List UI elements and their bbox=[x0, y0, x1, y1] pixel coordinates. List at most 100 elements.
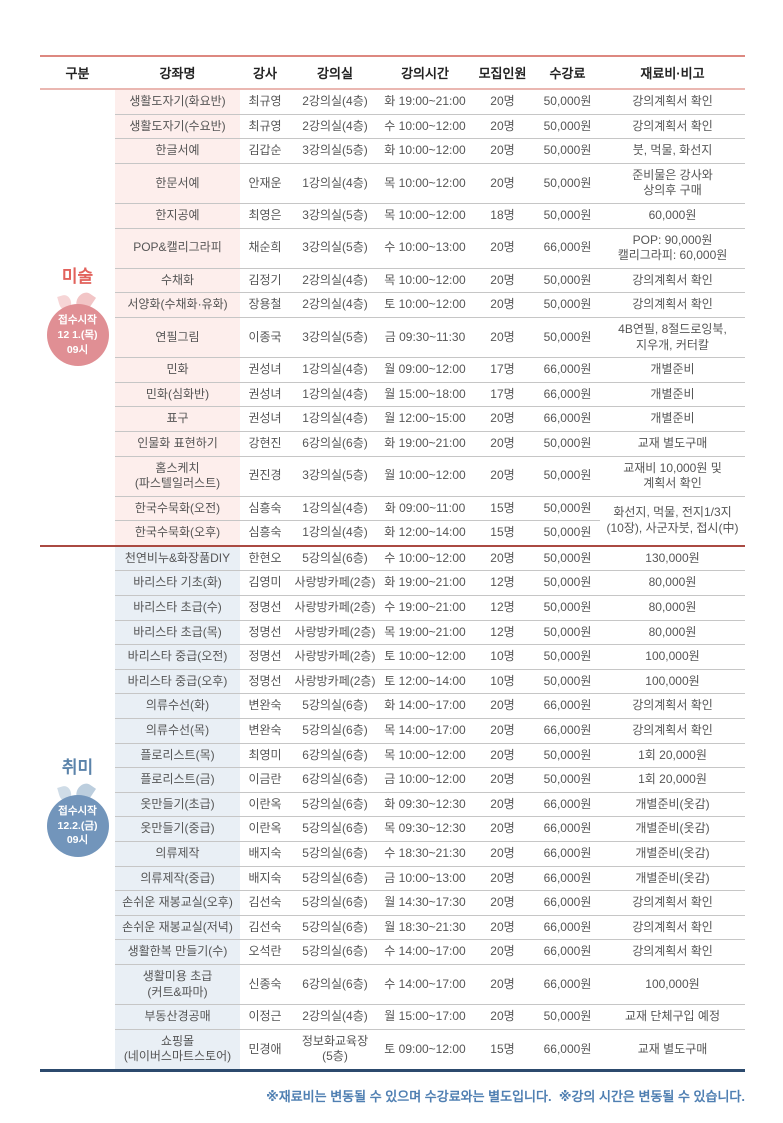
cell-time: 토 10:00~12:00 bbox=[380, 644, 470, 670]
cell-note: 개별준비(옷감) bbox=[600, 791, 745, 817]
cell-room: 3강의실(5층) bbox=[290, 138, 380, 164]
cell-name: 손쉬운 재봉교실(저녁) bbox=[115, 914, 240, 940]
cell-fee: 50,000원 bbox=[535, 430, 600, 456]
course-row: 손쉬운 재봉교실(오후) 김선숙 5강의실(6층) 월 14:30~17:30 20명 6… bbox=[40, 890, 745, 916]
cell-name: 의류수선(목) bbox=[115, 718, 240, 744]
cell-time: 화 19:00~21:00 bbox=[380, 570, 470, 596]
cell-fee: 50,000원 bbox=[535, 619, 600, 645]
cell-note: 130,000원 bbox=[600, 544, 745, 571]
cell-name: 생활미용 초급 (커트&파마) bbox=[115, 963, 240, 1005]
course-row: 바리스타 기초(화) 김영미 사랑방카페(2층) 화 19:00~21:00 12명 50… bbox=[40, 570, 745, 596]
cell-room: 2강의실(4층) bbox=[290, 292, 380, 318]
cell-room: 사랑방카페(2층) bbox=[290, 644, 380, 670]
course-row: 인물화 표현하기 강현진 6강의실(6층) 화 19:00~21:00 20명 50,00… bbox=[40, 430, 745, 456]
cell-instructor: 이종국 bbox=[240, 316, 290, 358]
cell-room: 3강의실(5층) bbox=[290, 202, 380, 229]
cell-time: 금 09:30~11:30 bbox=[380, 316, 470, 358]
cell-fee: 50,000원 bbox=[535, 520, 600, 546]
cell-capacity: 20명 bbox=[470, 267, 535, 293]
course-row: 미술 접수시작 12 1.(목) 09시 생활도자기(화요반) 최규영 2강의실(4층) 화 … bbox=[40, 89, 745, 367]
cell-room: 6강의실(6층) bbox=[290, 963, 380, 1005]
cell-capacity: 15명 bbox=[470, 495, 535, 521]
cell-capacity: 12명 bbox=[470, 619, 535, 645]
cell-name: 천연비누&화장품DIY bbox=[115, 544, 240, 571]
cell-instructor: 신종숙 bbox=[240, 963, 290, 1005]
cell-instructor: 민경애 bbox=[240, 1028, 290, 1071]
cell-note: 강의계획서 확인 bbox=[600, 890, 745, 916]
category-cell-art: 미술 접수시작 12 1.(목) 09시 bbox=[40, 89, 115, 546]
cell-note: 100,000원 bbox=[600, 963, 745, 1005]
course-row: 의류수선(목) 변완숙 5강의실(6층) 목 14:00~17:00 20명 66,000… bbox=[40, 718, 745, 744]
cell-instructor: 한현오 bbox=[240, 544, 290, 571]
cell-capacity: 15명 bbox=[470, 1028, 535, 1071]
cell-room: 2강의실(4층) bbox=[302, 94, 368, 108]
registration-start-badge: 접수시작 12 1.(목) 09시 bbox=[46, 289, 109, 367]
cell-capacity: 20명 bbox=[470, 791, 535, 817]
table-body: 미술 접수시작 12 1.(목) 09시 생활도자기(화요반) 최규영 2강의실(4층) 화 … bbox=[40, 89, 745, 1071]
cell-note: 강의계획서 확인 bbox=[600, 113, 745, 139]
cell-instructor: 최규영 bbox=[240, 113, 290, 139]
cell-fee: 50,000원 bbox=[535, 138, 600, 164]
cell-instructor: 장용철 bbox=[240, 292, 290, 318]
cell-capacity: 20명 bbox=[490, 94, 515, 108]
cell-note: 강의계획서 확인 bbox=[600, 267, 745, 293]
cell-capacity: 17명 bbox=[470, 381, 535, 407]
cell-time: 수 14:00~17:00 bbox=[380, 963, 470, 1005]
course-row: 바리스타 초급(목) 정명선 사랑방카페(2층) 목 19:00~21:00 12명 50… bbox=[40, 619, 745, 645]
cell-name: 옷만들기(중급) bbox=[115, 816, 240, 842]
cell-fee: 50,000원 bbox=[535, 267, 600, 293]
cell-name: 한문서예 bbox=[115, 162, 240, 204]
course-row: 한국수묵화(오전) 심흥숙 1강의실(4층) 화 09:00~11:00 15명 50,0… bbox=[40, 495, 745, 546]
cell-capacity: 20명 bbox=[470, 767, 535, 793]
col-room: 강의실 bbox=[290, 56, 380, 90]
cell-note: 준비물은 강사와 상의후 구매 bbox=[600, 162, 745, 204]
cell-note: 붓, 먹물, 화선지 bbox=[600, 138, 745, 164]
cell-instructor: 최영은 bbox=[240, 202, 290, 229]
cell-name: 옷만들기(초급) bbox=[115, 791, 240, 817]
course-row: 의류제작(중급) 배지숙 5강의실(6층) 금 10:00~13:00 20명 66,00… bbox=[40, 865, 745, 891]
cell-instructor: 강현진 bbox=[240, 430, 290, 456]
cell-time: 화 10:00~12:00 bbox=[380, 138, 470, 164]
cell-time: 수 10:00~12:00 bbox=[380, 113, 470, 139]
cell-capacity: 15명 bbox=[470, 520, 535, 546]
cell-instructor: 이정근 bbox=[240, 1004, 290, 1030]
cell-room: 2강의실(4층) bbox=[290, 267, 380, 293]
course-row: 수채화 김정기 2강의실(4층) 목 10:00~12:00 20명 50,000원 강의계… bbox=[40, 267, 745, 293]
cell-instructor: 정명선 bbox=[240, 595, 290, 621]
cell-name: 손쉬운 재봉교실(오후) bbox=[115, 890, 240, 916]
cell-time: 수 10:00~13:00 bbox=[380, 227, 470, 269]
cell-time: 월 15:00~18:00 bbox=[380, 381, 470, 407]
header-row: 구분 강좌명 강사 강의실 강의시간 모집인원 수강료 재료비·비고 bbox=[40, 56, 745, 90]
cell-note: 1회 20,000원 bbox=[600, 767, 745, 793]
cell-fee: 50,000원 bbox=[535, 595, 600, 621]
cell-note: POP: 90,000원 캘리그라피: 60,000원 bbox=[600, 227, 745, 269]
cell-name: 민화 bbox=[115, 357, 240, 383]
cell-note: 강의계획서 확인 bbox=[600, 693, 745, 719]
cell-fee: 66,000원 bbox=[535, 1028, 600, 1071]
cell-name: 서양화(수채화·유화) bbox=[115, 292, 240, 318]
cell-name: 바리스타 기초(화) bbox=[115, 570, 240, 596]
cell-note: 80,000원 bbox=[600, 570, 745, 596]
cell-fee: 66,000원 bbox=[535, 406, 600, 432]
cell-time: 토 10:00~12:00 bbox=[380, 292, 470, 318]
footnote-text: ※재료비는 변동될 수 있으며 수강료와는 별도입니다. ※강의 시간은 변동될… bbox=[266, 1088, 745, 1104]
cell-time: 화 19:00~21:00 bbox=[380, 430, 470, 456]
cell-instructor: 배지숙 bbox=[240, 841, 290, 867]
cell-instructor: 심흥숙 bbox=[240, 495, 290, 521]
cell-instructor: 김정기 bbox=[240, 267, 290, 293]
cell-time: 목 10:00~12:00 bbox=[380, 202, 470, 229]
cell-capacity: 12명 bbox=[470, 570, 535, 596]
cell-capacity: 20명 bbox=[470, 162, 535, 204]
cell-note: 100,000원 bbox=[600, 644, 745, 670]
cell-instructor: 이금란 bbox=[240, 767, 290, 793]
cell-name: 인물화 표현하기 bbox=[115, 430, 240, 456]
cell-name: 생활도자기(화요반) bbox=[115, 89, 240, 115]
course-row: 생활한복 만들기(수) 오석란 5강의실(6층) 수 14:00~17:00 20명 66… bbox=[40, 939, 745, 965]
cell-note: 100,000원 bbox=[600, 668, 745, 694]
cell-fee: 66,000원 bbox=[535, 963, 600, 1005]
cell-note: 개별준비 bbox=[600, 357, 745, 383]
cell-note: 강의계획서 확인 bbox=[632, 94, 713, 108]
cell-instructor: 김선숙 bbox=[240, 914, 290, 940]
cell-note: 1회 20,000원 bbox=[600, 742, 745, 768]
cell-capacity: 20명 bbox=[470, 816, 535, 842]
